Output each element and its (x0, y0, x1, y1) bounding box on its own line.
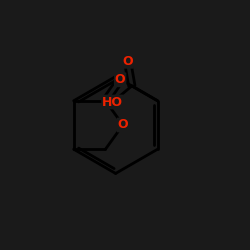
Text: O: O (115, 73, 126, 86)
Text: HO: HO (102, 96, 123, 108)
Text: O: O (122, 55, 133, 68)
Text: O: O (118, 118, 128, 132)
